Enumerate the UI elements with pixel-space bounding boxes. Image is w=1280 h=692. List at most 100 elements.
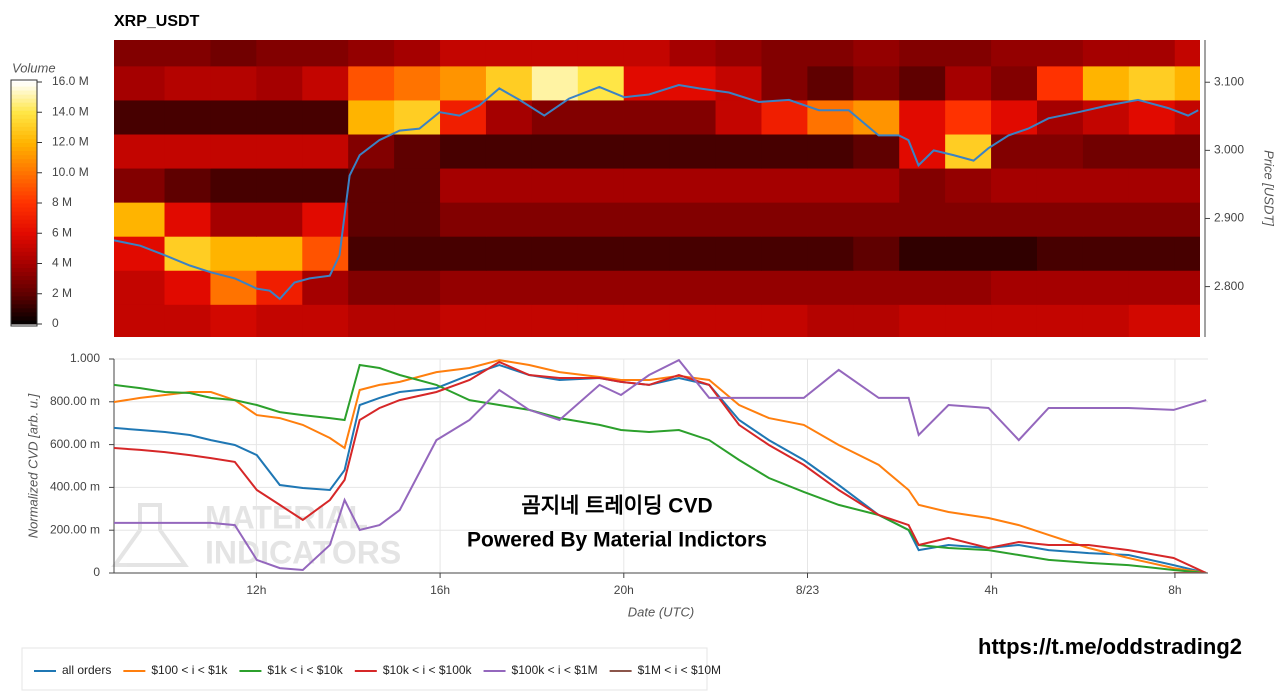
colorbar-step	[11, 150, 37, 156]
y-axis-label: Normalized CVD [arb. u.]	[25, 393, 40, 538]
heat-cell	[945, 202, 992, 237]
heat-cell	[853, 65, 900, 101]
colorbar-step	[11, 215, 37, 220]
heatmap	[114, 40, 1200, 337]
heat-cell	[669, 202, 717, 237]
heat-cell	[807, 304, 854, 337]
heat-cell	[394, 270, 441, 305]
colorbar-step	[11, 267, 37, 273]
colorbar-step	[11, 102, 37, 107]
colorbar-step	[11, 90, 37, 95]
legend-label: $10k < i < $100k	[383, 663, 473, 677]
series-line	[114, 363, 1207, 573]
colorbar-tick-label: 4 M	[52, 256, 72, 270]
colorbar-step	[11, 94, 37, 99]
colorbar-step	[11, 291, 37, 297]
heat-cell	[1174, 270, 1200, 305]
heat-cell	[991, 270, 1038, 305]
heat-cell	[1128, 134, 1176, 169]
colorbar-step	[11, 259, 37, 264]
heat-cell	[1082, 202, 1130, 237]
heat-cell	[899, 304, 946, 337]
y-tick-label: 800.00 m	[50, 394, 100, 408]
heat-cell	[715, 236, 762, 271]
heat-cell	[577, 40, 625, 67]
heat-cell	[853, 270, 900, 305]
heat-cell	[210, 168, 257, 203]
colorbar-step	[11, 243, 37, 248]
heat-cell	[485, 202, 533, 237]
heat-cell	[669, 134, 717, 169]
colorbar-tick-label: 14.0 M	[52, 104, 89, 118]
colorbar-step	[11, 122, 37, 127]
x-tick-label: 8h	[1168, 583, 1181, 597]
colorbar-step	[11, 299, 37, 305]
heat-cell	[577, 270, 625, 305]
heat-cell	[807, 168, 854, 203]
heat-cell	[577, 99, 625, 135]
heat-cell	[669, 99, 717, 135]
heat-cell	[1128, 40, 1176, 67]
heat-cell	[761, 270, 808, 305]
heat-cell	[807, 236, 854, 271]
colorbar-tick-label: 2 M	[52, 286, 72, 300]
heat-cell	[1036, 236, 1084, 271]
heat-cell	[715, 40, 762, 67]
heat-cell	[394, 168, 441, 203]
legend-label: $100k < i < $1M	[512, 663, 598, 677]
colorbar-step	[11, 86, 37, 91]
heat-cell	[348, 270, 395, 305]
heat-cell	[485, 304, 533, 337]
x-tick-label: 4h	[985, 583, 998, 597]
heat-cell	[302, 40, 349, 67]
y-tick-label: 3.100	[1214, 74, 1244, 88]
heat-cell	[348, 99, 395, 135]
colorbar-step	[11, 287, 37, 293]
heat-cell	[623, 134, 671, 169]
colorbar-step	[11, 235, 37, 240]
heat-cell	[302, 134, 349, 169]
heat-cell	[623, 304, 671, 337]
colorbar-step	[11, 162, 37, 168]
heat-cell	[164, 168, 211, 203]
heat-cell	[114, 168, 166, 203]
colorbar-step	[11, 118, 37, 123]
colorbar-tick-label: 10.0 M	[52, 165, 89, 179]
heat-cell	[531, 168, 579, 203]
heat-cell	[669, 65, 717, 101]
heat-cell	[715, 270, 762, 305]
heat-cell	[485, 270, 533, 305]
colorbar-step	[11, 315, 37, 321]
colorbar-step	[11, 263, 37, 269]
colorbar-step	[11, 255, 37, 260]
heat-cell	[485, 168, 533, 203]
heat-cell	[1128, 168, 1176, 203]
heat-cell	[440, 65, 487, 101]
colorbar-step	[11, 190, 37, 196]
lines	[114, 359, 1207, 573]
colorbar-step	[11, 138, 37, 143]
heat-cell	[348, 236, 395, 271]
heat-cell	[114, 270, 166, 305]
heat-cell	[623, 99, 671, 135]
heat-cell	[440, 270, 487, 305]
colorbar-step	[11, 231, 37, 236]
heat-cell	[1082, 304, 1130, 337]
heat-cell	[348, 168, 395, 203]
y-tick-label: 200.00 m	[50, 522, 100, 536]
heat-cell	[531, 202, 579, 237]
colorbar-tick-label: 0	[52, 316, 59, 330]
heat-cell	[991, 134, 1038, 169]
heat-cell	[394, 134, 441, 169]
heat-cell	[761, 202, 808, 237]
heat-cell	[440, 134, 487, 169]
heat-cell	[669, 270, 717, 305]
heat-cell	[1128, 304, 1176, 337]
colorbar-step	[11, 130, 37, 135]
heat-cell	[394, 65, 441, 101]
heat-cell	[114, 134, 166, 169]
y-tick-label: 1.000	[70, 351, 100, 365]
heat-cell	[485, 99, 533, 135]
x-tick-label: 20h	[614, 583, 634, 597]
heat-cell	[348, 304, 395, 337]
